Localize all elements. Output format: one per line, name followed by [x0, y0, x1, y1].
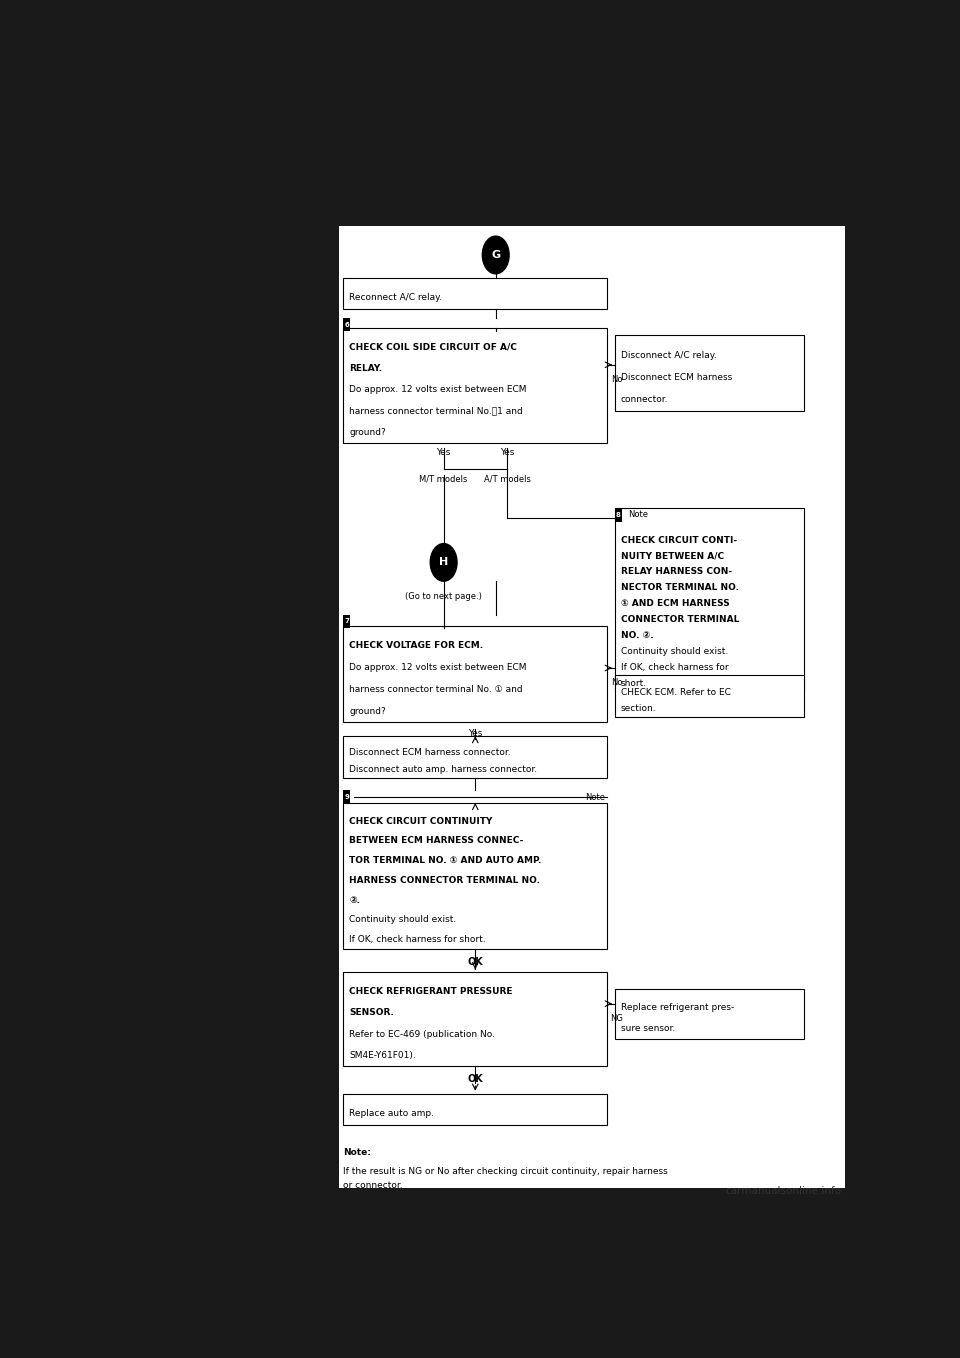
Text: RELAY.: RELAY. — [349, 364, 382, 373]
Text: ②.: ②. — [349, 895, 360, 904]
Text: ground?: ground? — [349, 708, 386, 716]
Text: TOR TERMINAL NO. ① AND AUTO AMP.: TOR TERMINAL NO. ① AND AUTO AMP. — [349, 856, 541, 865]
Bar — [344, 329, 608, 443]
Bar — [614, 335, 804, 410]
Bar — [344, 803, 608, 949]
Text: A/T models: A/T models — [484, 474, 530, 483]
Text: carmanualsonline.info: carmanualsonline.info — [726, 1186, 842, 1196]
Text: 6: 6 — [345, 322, 349, 327]
Bar — [614, 508, 621, 521]
Text: Note: Note — [585, 793, 605, 801]
Text: Note:: Note: — [344, 1148, 372, 1157]
Text: ground?: ground? — [349, 428, 386, 437]
Text: SENSOR.: SENSOR. — [349, 1009, 394, 1017]
Text: No: No — [611, 679, 622, 687]
Bar — [344, 790, 350, 804]
Text: If OK, check harness for short.: If OK, check harness for short. — [349, 934, 486, 944]
Text: 9: 9 — [344, 794, 349, 800]
Circle shape — [430, 543, 457, 581]
Text: sure sensor.: sure sensor. — [621, 1024, 675, 1033]
Text: Continuity should exist.: Continuity should exist. — [621, 646, 728, 656]
Text: HARNESS CONNECTOR TERMINAL NO.: HARNESS CONNECTOR TERMINAL NO. — [349, 876, 540, 885]
Text: CHECK CIRCUIT CONTINUITY: CHECK CIRCUIT CONTINUITY — [349, 816, 492, 826]
Text: SM4E-Y61F01).: SM4E-Y61F01). — [349, 1051, 416, 1061]
Text: CHECK CIRCUIT CONTI-: CHECK CIRCUIT CONTI- — [621, 535, 737, 545]
Text: connector.: connector. — [621, 395, 668, 405]
Text: 7: 7 — [344, 618, 349, 625]
Bar — [344, 318, 350, 331]
Text: No: No — [611, 375, 622, 384]
Text: 8: 8 — [615, 512, 620, 517]
Text: BETWEEN ECM HARNESS CONNEC-: BETWEEN ECM HARNESS CONNEC- — [349, 837, 523, 845]
Text: (Go to next page.): (Go to next page.) — [405, 592, 482, 600]
Circle shape — [482, 236, 509, 274]
Text: CONNECTOR TERMINAL: CONNECTOR TERMINAL — [621, 615, 739, 623]
Text: Refer to EC-469 (publication No.: Refer to EC-469 (publication No. — [349, 1029, 495, 1039]
Bar — [344, 1093, 608, 1124]
Text: M/T models: M/T models — [420, 474, 468, 483]
Text: CHECK ECM. Refer to EC: CHECK ECM. Refer to EC — [621, 687, 731, 697]
Text: ① AND ECM HARNESS: ① AND ECM HARNESS — [621, 599, 730, 608]
Text: H: H — [439, 557, 448, 568]
Text: harness connector terminal No. ① and: harness connector terminal No. ① and — [349, 684, 523, 694]
Text: Disconnect auto amp. harness connector.: Disconnect auto amp. harness connector. — [349, 765, 538, 774]
Text: NG: NG — [611, 1014, 623, 1023]
Text: Do approx. 12 volts exist between ECM: Do approx. 12 volts exist between ECM — [349, 663, 527, 672]
Text: G: G — [492, 250, 500, 259]
Text: short.: short. — [621, 679, 647, 687]
Text: If OK, check harness for: If OK, check harness for — [621, 663, 729, 672]
Text: CHECK VOLTAGE FOR ECM.: CHECK VOLTAGE FOR ECM. — [349, 641, 483, 650]
Text: NUITY BETWEEN A/C: NUITY BETWEEN A/C — [621, 551, 724, 561]
Text: OK: OK — [468, 1074, 483, 1084]
Bar — [344, 736, 608, 778]
Text: NECTOR TERMINAL NO.: NECTOR TERMINAL NO. — [621, 583, 738, 592]
Text: CHECK REFRIGERANT PRESSURE: CHECK REFRIGERANT PRESSURE — [349, 987, 513, 995]
Text: section.: section. — [621, 705, 657, 713]
Text: Disconnect ECM harness: Disconnect ECM harness — [621, 373, 732, 382]
Text: Note: Note — [628, 511, 648, 519]
Bar — [344, 278, 608, 310]
Text: Disconnect ECM harness connector.: Disconnect ECM harness connector. — [349, 748, 511, 758]
Text: harness connector terminal No.␤1 and: harness connector terminal No.␤1 and — [349, 406, 523, 416]
Bar — [614, 508, 804, 691]
Bar — [344, 626, 608, 722]
Text: CHECK COIL SIDE CIRCUIT OF A/C: CHECK COIL SIDE CIRCUIT OF A/C — [349, 342, 517, 352]
Bar — [344, 615, 350, 629]
Text: NO. ②.: NO. ②. — [621, 631, 654, 640]
Text: Disconnect A/C relay.: Disconnect A/C relay. — [621, 350, 716, 360]
Text: Do approx. 12 volts exist between ECM: Do approx. 12 volts exist between ECM — [349, 386, 527, 394]
Text: Yes: Yes — [437, 448, 451, 458]
Text: Replace auto amp.: Replace auto amp. — [349, 1109, 434, 1118]
Bar — [614, 989, 804, 1039]
Text: Replace refrigerant pres-: Replace refrigerant pres- — [621, 1004, 734, 1012]
Text: OK: OK — [468, 957, 483, 967]
Text: RELAY HARNESS CON-: RELAY HARNESS CON- — [621, 568, 732, 576]
Text: Reconnect A/C relay.: Reconnect A/C relay. — [349, 293, 443, 303]
Bar — [614, 675, 804, 717]
Text: Yes: Yes — [500, 448, 515, 458]
Text: If the result is NG or No after checking circuit continuity, repair harness: If the result is NG or No after checking… — [344, 1167, 668, 1176]
Text: Continuity should exist.: Continuity should exist. — [349, 915, 456, 925]
Bar — [344, 972, 608, 1066]
Bar — [340, 225, 846, 1188]
Text: or connector.: or connector. — [344, 1181, 403, 1191]
Text: Yes: Yes — [468, 729, 483, 737]
